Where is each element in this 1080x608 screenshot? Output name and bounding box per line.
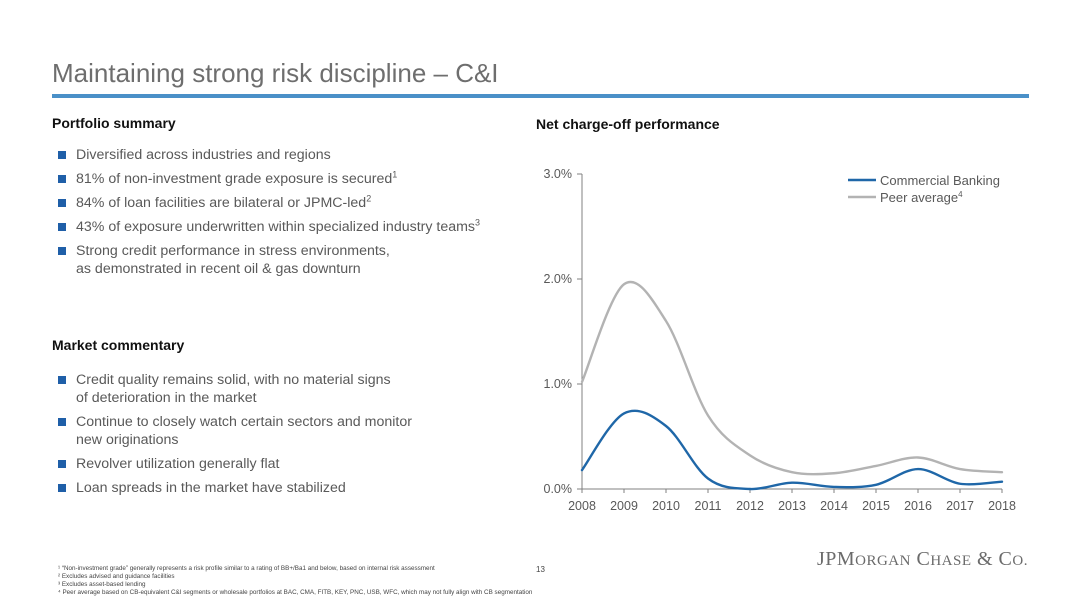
list-item: Revolver utilization generally flat: [52, 455, 502, 473]
x-tick-label: 2015: [862, 499, 890, 513]
net-charge-off-chart: 0.0% 1.0% 2.0% 3.0% 2008 2009 2010 2011 2012 2013…: [530, 150, 1030, 520]
bullet-square-icon: [58, 418, 66, 426]
title-rule: [52, 94, 1029, 98]
bullet-square-icon: [58, 247, 66, 255]
bullet-square-icon: [58, 199, 66, 207]
bullet-square-icon: [58, 376, 66, 384]
y-tick-label: 2.0%: [544, 272, 573, 286]
y-tick-label: 1.0%: [544, 377, 573, 391]
series-line-commercial-banking: [580, 409, 1004, 491]
x-tick-label: 2008: [568, 499, 596, 513]
bullet-square-icon: [58, 175, 66, 183]
footnote-2: ² Excludes advised and guidance faciliti…: [58, 573, 175, 580]
x-tick-label: 2010: [652, 499, 680, 513]
y-tick-label: 0.0%: [544, 482, 573, 496]
x-tick-label: 2014: [820, 499, 848, 513]
list-item: Strong credit performance in stress envi…: [52, 242, 502, 278]
legend-label: Commercial Banking: [880, 173, 1000, 188]
footnote-1: ¹ “Non-investment grade” generally repre…: [58, 565, 435, 572]
list-item: Continue to closely watch certain sector…: [52, 413, 502, 449]
y-tick-label: 3.0%: [544, 167, 573, 181]
x-tick-label: 2018: [988, 499, 1016, 513]
page-number: 13: [536, 565, 545, 574]
list-item: Loan spreads in the market have stabiliz…: [52, 479, 502, 497]
x-tick-label: 2009: [610, 499, 638, 513]
market-commentary-list: Credit quality remains solid, with no ma…: [52, 371, 502, 503]
legend-label: Peer average4: [880, 190, 963, 205]
portfolio-summary-heading: Portfolio summary: [52, 115, 176, 131]
bullet-square-icon: [58, 484, 66, 492]
x-tick-label: 2011: [695, 499, 722, 513]
footnote-3: ³ Excludes asset-based lending: [58, 581, 146, 588]
market-commentary-heading: Market commentary: [52, 337, 185, 353]
legend-label-sup: 4: [958, 190, 963, 199]
jpmorgan-logo: JPMORGAN CHASE & CO.: [816, 548, 1028, 570]
list-item: 81% of non-investment grade exposure is …: [52, 170, 502, 188]
footnote-4: ⁴ Peer average based on CB-equivalent C&…: [58, 589, 533, 596]
list-item: 43% of exposure underwritten within spec…: [52, 218, 502, 236]
x-tick-label: 2017: [946, 499, 974, 513]
footnotes: ¹ “Non-investment grade” generally repre…: [58, 565, 532, 597]
portfolio-summary-list: Diversified across industries and region…: [52, 146, 502, 284]
chart-heading: Net charge-off performance: [536, 116, 720, 132]
list-item: Diversified across industries and region…: [52, 146, 502, 164]
bullet-square-icon: [58, 460, 66, 468]
bullet-square-icon: [58, 151, 66, 159]
page-title: Maintaining strong risk discipline – C&I: [52, 58, 499, 88]
bullet-square-icon: [58, 223, 66, 231]
series-line-peer-average: [580, 280, 1004, 476]
list-item: 84% of loan facilities are bilateral or …: [52, 194, 502, 212]
chart-svg: 0.0% 1.0% 2.0% 3.0% 2008 2009 2010 2011 2012 2013…: [544, 167, 1016, 513]
x-tick-label: 2012: [736, 499, 764, 513]
x-tick-label: 2016: [904, 499, 932, 513]
list-item: Credit quality remains solid, with no ma…: [52, 371, 502, 407]
x-tick-label: 2013: [778, 499, 806, 513]
